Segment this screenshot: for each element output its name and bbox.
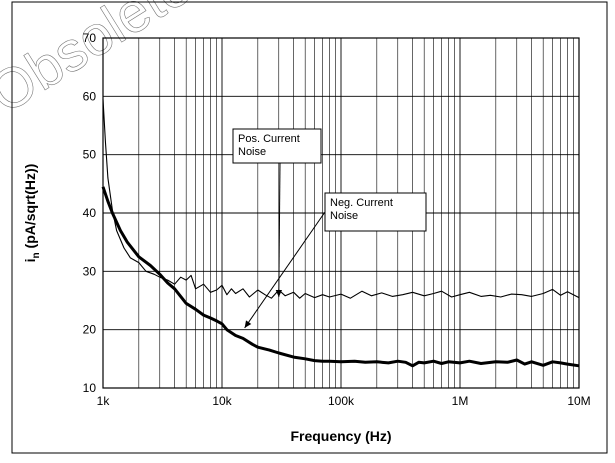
x-tick-label: 1k bbox=[97, 394, 111, 408]
callout-label: Noise bbox=[330, 210, 358, 222]
x-tick-label: 100k bbox=[328, 394, 355, 408]
callout-box bbox=[324, 192, 427, 232]
y-tick-label: 70 bbox=[83, 31, 97, 45]
y-tick-label: 10 bbox=[83, 381, 97, 395]
y-tick-label: 40 bbox=[83, 206, 97, 220]
callout-label: Noise bbox=[238, 146, 266, 158]
grid-lines bbox=[102, 37, 579, 389]
callout-arrowhead bbox=[244, 320, 252, 328]
series-layer bbox=[101, 99, 580, 368]
y-tick-label: 20 bbox=[83, 323, 97, 337]
y-tick-label: 60 bbox=[83, 89, 97, 103]
callout-arrowhead bbox=[275, 289, 283, 297]
callout-leader-line bbox=[278, 162, 281, 298]
callout-label: Neg. Current bbox=[330, 197, 393, 209]
callout-box bbox=[232, 128, 322, 164]
callout-label: Pos. Current bbox=[238, 133, 300, 145]
tick-labels: 1k 10k 100k 1M 10M 10 20 30 40 50 60 70 bbox=[83, 31, 591, 408]
y-axis-title-subscript: n bbox=[31, 252, 42, 258]
y-axis-title: in (pA/sqrt(Hz)) bbox=[22, 164, 42, 263]
y-tick-label: 50 bbox=[83, 148, 97, 162]
y-tick-label: 30 bbox=[83, 264, 97, 278]
y-axis-title-units: (pA/sqrt(Hz)) bbox=[22, 164, 38, 253]
y-axis-title-symbol: i bbox=[22, 258, 38, 262]
watermark-text: Obsolete bbox=[0, 0, 201, 125]
x-tick-label: 10k bbox=[212, 394, 232, 408]
x-tick-label: 10M bbox=[567, 394, 590, 408]
x-tick-label: 1M bbox=[452, 394, 469, 408]
plot-area bbox=[102, 37, 580, 389]
callout-leader-line bbox=[244, 211, 326, 329]
neg-current-noise-line bbox=[101, 186, 580, 368]
x-axis-title: Frequency (Hz) bbox=[290, 428, 391, 444]
figure-frame bbox=[11, 1, 608, 454]
